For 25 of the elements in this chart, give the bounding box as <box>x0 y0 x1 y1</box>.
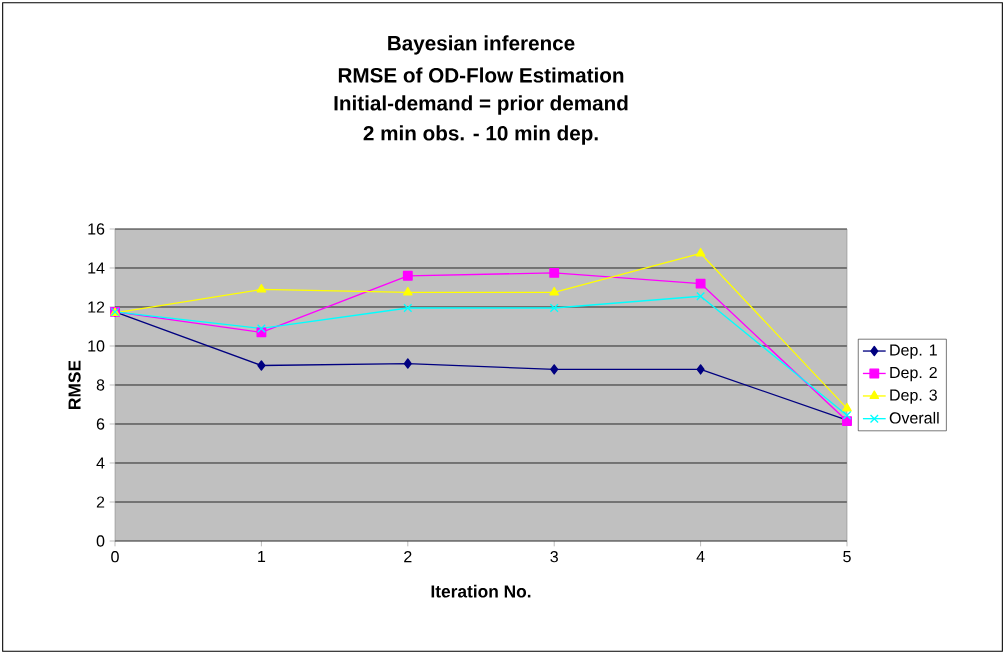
y-tick-label: 16 <box>88 223 105 235</box>
y-tick-label: 0 <box>96 535 105 547</box>
y-tick-label: 8 <box>96 379 105 391</box>
x-tick-label: 1 <box>258 551 266 563</box>
y-tick-label: 4 <box>96 457 105 469</box>
x-tick-label: 4 <box>696 551 705 563</box>
legend-label: Dep. 3 <box>890 389 937 404</box>
x-tick-label: 5 <box>843 551 851 563</box>
x-tick-label: 2 <box>404 551 412 563</box>
y-tick-label: 6 <box>96 418 105 430</box>
legend-label: Dep. 2 <box>890 366 937 382</box>
y-tick-label: 12 <box>88 301 105 313</box>
x-axis-title: Iteration No. <box>431 584 531 598</box>
legend-label: Overall <box>889 411 939 424</box>
y-tick-label: 14 <box>88 262 105 274</box>
text: Initial-demand = prior demand <box>334 95 628 115</box>
x-tick-label: 0 <box>111 551 119 563</box>
chart-subtitle: RMSE of OD-Flow Estimation <box>338 67 624 83</box>
text: 2 min obs. - 10 min dep. <box>363 125 598 145</box>
y-tick-label: 2 <box>96 496 105 508</box>
legend-label: Dep. 1 <box>890 344 937 359</box>
chart-title: Bayesian inference <box>388 35 575 55</box>
y-tick-label: 10 <box>88 340 105 352</box>
x-tick-label: 3 <box>550 551 558 563</box>
y-axis-title: RMSE <box>68 360 81 409</box>
